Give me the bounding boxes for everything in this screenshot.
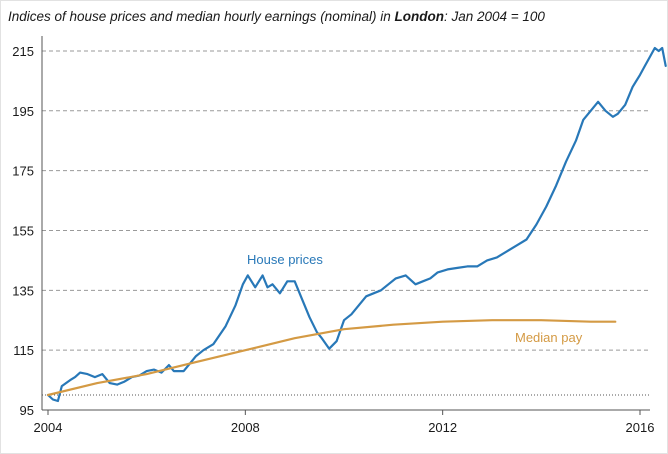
median-pay-label: Median pay [515, 330, 583, 345]
y-tick-label: 215 [12, 44, 34, 59]
y-tick-label: 175 [12, 164, 34, 179]
y-tick-label: 155 [12, 223, 34, 238]
labels: 95 115 135 155 175 195 215 2004 2008 2012 2016 Hous… [12, 44, 654, 435]
y-tick-label: 135 [12, 283, 34, 298]
series-lines [46, 46, 667, 403]
chart-title-suffix: : Jan 2004 = 100 [443, 9, 545, 24]
y-tick-label: 195 [12, 104, 34, 119]
y-tick-label: 115 [13, 343, 34, 358]
x-tick-label: 2004 [34, 420, 63, 435]
median-pay-line [46, 319, 617, 397]
x-tick-label: 2012 [428, 420, 457, 435]
x-tick-label: 2016 [626, 420, 655, 435]
house-prices-line [46, 46, 667, 403]
chart-title: Indices of house prices and median hourl… [8, 9, 545, 24]
house-prices-label: House prices [247, 252, 323, 267]
chart-title-prefix: Indices of house prices and median hourl… [8, 9, 395, 24]
y-tick-label: 95 [20, 403, 34, 418]
chart-title-region: London [394, 9, 444, 24]
gridlines [42, 50, 650, 396]
x-tick-label: 2008 [231, 420, 260, 435]
axes [41, 36, 650, 415]
